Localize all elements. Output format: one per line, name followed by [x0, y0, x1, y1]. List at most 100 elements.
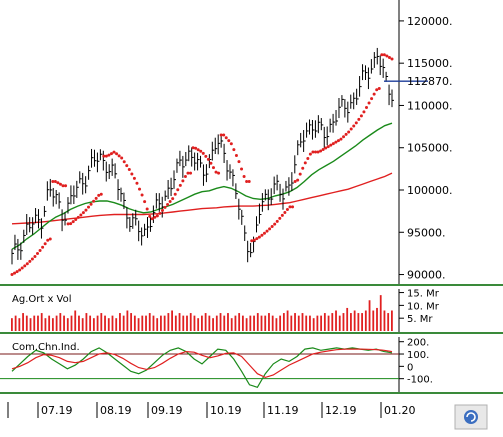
sar-dot	[28, 259, 32, 263]
volume-bar	[391, 310, 393, 331]
sar-dot	[148, 214, 152, 218]
sar-dot	[298, 172, 302, 176]
volume-bar	[152, 315, 155, 331]
sar-dot	[153, 215, 157, 219]
sar-dot	[176, 188, 180, 192]
volume-bar	[18, 318, 21, 331]
sar-dot	[362, 110, 366, 114]
cci-tick-label: 200.	[407, 338, 429, 349]
volume-bar	[253, 315, 255, 331]
volume-bar	[148, 313, 151, 331]
price-tick-label: 115000.	[407, 57, 453, 70]
sar-dot	[321, 148, 325, 152]
sar-dot	[336, 139, 340, 143]
sar-dot	[324, 146, 328, 150]
sar-dot	[270, 225, 274, 229]
date-axis-label: 10.19	[210, 404, 242, 417]
refresh-icon[interactable]	[454, 404, 488, 430]
sar-dot	[127, 168, 131, 172]
sar-dot	[84, 208, 88, 212]
sar-dot	[38, 249, 42, 253]
volume-bar	[174, 315, 177, 331]
volume-bar	[59, 313, 62, 331]
sar-dot	[201, 151, 205, 155]
sar-dot	[181, 179, 185, 183]
sar-dot	[168, 200, 172, 204]
sar-dot	[30, 257, 34, 261]
sar-dot	[288, 205, 292, 209]
sar-dot	[380, 53, 384, 57]
sar-dot	[183, 174, 187, 178]
sar-dot	[36, 251, 40, 255]
volume-bar	[286, 310, 289, 331]
sar-dot	[229, 142, 233, 146]
sar-dot	[265, 229, 269, 233]
moving-average-slow-line	[11, 172, 393, 225]
volume-bar	[107, 318, 110, 331]
volume-bar	[316, 315, 319, 331]
sar-dot	[20, 266, 24, 270]
volume-bar	[372, 310, 375, 331]
volume-tick-label: 5. Mr	[407, 314, 433, 325]
volume-bar	[297, 315, 300, 331]
sar-dot	[66, 222, 70, 226]
sar-dot	[69, 222, 73, 226]
sar-dot	[367, 101, 371, 105]
moving-average-fast-line	[11, 122, 393, 250]
sar-dot	[41, 245, 45, 249]
volume-bar	[201, 315, 203, 331]
sar-dot	[375, 88, 379, 92]
sar-dot	[112, 150, 116, 154]
sar-dot	[308, 152, 312, 156]
volume-bar	[208, 315, 211, 331]
volume-bar	[11, 318, 13, 331]
price-tick-label: 95000.	[407, 226, 446, 239]
volume-bar	[66, 318, 69, 331]
volume-bar	[290, 315, 293, 331]
sar-dot	[390, 57, 394, 61]
sar-dot	[43, 242, 47, 246]
sar-dot	[359, 114, 363, 118]
sar-dot	[81, 211, 85, 215]
volume-bar	[178, 313, 181, 331]
cci-series-group	[0, 347, 399, 389]
sar-dot	[135, 181, 139, 185]
sar-dot	[122, 160, 126, 164]
sar-dot	[339, 137, 343, 141]
sar-dot	[240, 167, 244, 171]
volume-bar	[197, 318, 200, 331]
volume-bar	[126, 310, 129, 331]
price-panel: 120000. 115000. 110000. 105000. 100000. 95000…	[0, 0, 503, 286]
sar-dot	[334, 140, 338, 144]
sar-dot	[140, 193, 144, 197]
volume-bar	[40, 313, 43, 331]
volume-bar	[219, 313, 222, 331]
volume-bar	[212, 318, 214, 331]
sar-dot	[171, 197, 175, 201]
sar-dot	[219, 133, 223, 137]
sar-dot	[206, 157, 210, 161]
sar-dot	[46, 238, 50, 242]
sar-dot	[92, 199, 96, 203]
volume-bar	[92, 318, 95, 331]
sar-dot	[79, 213, 83, 217]
sar-dot	[194, 146, 198, 150]
volume-bar	[186, 315, 188, 331]
sar-dot	[293, 180, 297, 184]
volume-bar	[96, 315, 99, 331]
volume-bar	[260, 315, 263, 331]
volume-panel-title: Ag.Ort x Vol	[12, 294, 72, 305]
sar-dot	[166, 202, 170, 206]
volume-bar	[48, 315, 51, 331]
sar-dot	[273, 222, 277, 226]
sar-dot	[268, 227, 272, 231]
volume-bar	[364, 310, 367, 331]
sar-dot	[143, 200, 147, 204]
sar-dot	[160, 208, 164, 212]
volume-bar	[22, 313, 24, 331]
sar-dot	[352, 124, 356, 128]
volume-bar	[383, 310, 386, 331]
date-axis: 07.19 08.19 09.19 10.19 11.19 12.19 01.20	[7, 402, 416, 418]
